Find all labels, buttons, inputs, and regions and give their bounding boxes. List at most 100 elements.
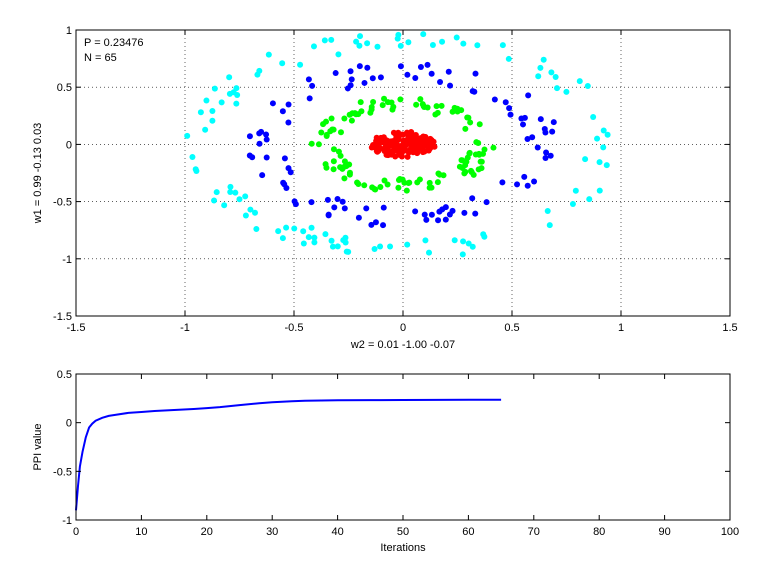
scatter-point [434,179,441,186]
scatter-point [344,85,351,92]
x-axis-label: w2 = 0.01 -1.00 -0.07 [350,339,455,351]
scatter-point [396,132,403,139]
scatter-point [406,179,413,186]
scatter-point [311,234,318,241]
scatter-point [209,107,216,114]
y-tick-label: 0 [66,418,72,430]
scatter-point [434,109,441,116]
scatter-point [460,40,467,47]
scatter-point [355,214,362,221]
scatter-point [285,101,292,108]
scatter-point [300,240,307,247]
scatter-point [318,129,325,136]
scatter-point [476,121,483,128]
scatter-point [381,177,388,184]
annotation-1: P = 0.23476 [84,37,143,49]
scatter-point [445,68,452,75]
x-tick-label: 0 [73,526,79,538]
scatter-point [474,42,481,49]
scatter-point [279,108,286,115]
x-tick-label: 50 [397,526,409,538]
scatter-point [374,43,381,50]
scatter-point [242,212,249,219]
scatter-point [436,208,443,215]
scatter-point [428,211,435,218]
scatter-point [227,189,234,196]
scatter-point [433,103,440,110]
scatter-point [576,78,583,85]
scatter-point [463,158,470,165]
scatter-point [537,116,544,123]
scatter-point [446,211,453,218]
scatter-point [254,71,261,78]
scatter-point [475,166,482,173]
scatter-point [385,147,392,154]
scatter-point [356,42,363,49]
scatter-point [281,181,288,188]
scatter-point [420,31,427,38]
scatter-point [401,144,408,151]
scatter-point [507,111,514,118]
scatter-point [478,158,485,165]
scatter-point [309,82,316,89]
y-tick-label: -1 [62,254,72,266]
scatter-point [425,147,432,154]
scatter-point [395,151,402,158]
scatter-point [413,101,420,108]
scatter-point [454,108,461,115]
scatter-point [213,189,220,196]
scatter-point [354,179,361,186]
scatter-point [281,155,288,162]
scatter-point [263,136,270,143]
scatter-point [426,249,433,256]
scatter-point [202,126,209,133]
scatter-point [594,135,601,142]
scatter-point [259,172,266,179]
scatter-point [552,73,559,80]
scatter-point [370,99,377,106]
scatter-point [461,170,468,177]
scatter-point [341,175,348,182]
scatter-point [330,146,337,153]
x-tick-label: 20 [201,526,213,538]
scatter-point [596,159,603,166]
scatter-point [472,70,479,77]
scatter-point [372,219,379,226]
scatter-point [247,206,254,213]
scatter-point [412,208,419,215]
scatter-point [490,144,497,151]
y-tick-label: -1 [62,515,72,527]
scatter-point [582,156,589,163]
scatter-point [524,182,531,189]
scatter-point [265,51,272,58]
scatter-point [348,117,355,124]
scatter-point [414,179,421,186]
scatter-point [334,243,341,250]
scatter-point [414,145,421,152]
scatter-point [465,240,472,247]
x-tick-label: 30 [266,526,278,538]
scatter-point [554,85,561,92]
scatter-point [499,179,506,186]
scatter-point [596,187,603,194]
scatter-point [335,51,342,58]
scatter-point [380,204,387,211]
scatter-point [197,109,204,116]
scatter-point [315,141,322,148]
scatter-point [339,165,346,172]
scatter-point [361,79,368,86]
scatter-point [209,117,216,124]
scatter-point [405,133,412,140]
scatter-series-1 [184,31,611,258]
scatter-point [586,196,593,203]
scatter-point [263,154,270,161]
scatter-point [341,205,348,212]
scatter-point [329,243,336,250]
scatter-point [346,169,353,176]
scatter-point [442,216,449,223]
scatter-point [550,119,557,126]
scatter-point [412,74,419,81]
plot-area [76,30,730,316]
scatter-point [417,63,424,70]
scatter-point [334,195,341,202]
